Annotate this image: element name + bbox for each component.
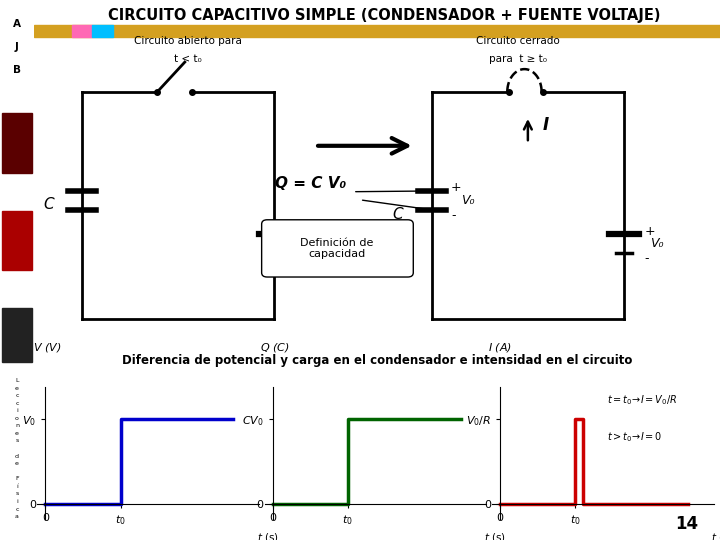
Text: c: c [15,401,19,406]
Text: $Q$ (C): $Q$ (C) [261,341,290,354]
Text: c: c [15,393,19,398]
Text: Definición de
capacidad: Definición de capacidad [300,238,374,259]
Text: -: - [451,210,456,222]
Text: V₀: V₀ [461,194,474,207]
Text: +: + [451,181,462,194]
Text: A: A [13,19,21,29]
Text: Q = C V₀: Q = C V₀ [275,176,346,191]
Text: V₀: V₀ [300,237,314,250]
Text: $I$ (A): $I$ (A) [487,341,511,354]
Text: V₀: V₀ [650,237,664,250]
Text: L: L [15,378,19,383]
Text: B: B [13,65,21,75]
Text: Circuito cerrado: Circuito cerrado [477,36,560,46]
Text: -: - [294,252,299,265]
Text: e: e [15,386,19,390]
Text: n: n [15,423,19,428]
Bar [92,25,113,37]
Text: J: J [15,42,19,52]
Text: o: o [15,416,19,421]
Text: I: I [543,116,549,134]
Text: Circuito abierto para: Circuito abierto para [134,36,241,46]
Bar [1,211,32,270]
FancyBboxPatch shape [261,220,413,277]
Text: $V$ (V): $V$ (V) [33,341,61,354]
Text: e: e [15,461,19,466]
Text: $t>t_0\!\rightarrow\!I=0$: $t>t_0\!\rightarrow\!I=0$ [607,430,662,444]
Text: $t$ (s): $t$ (s) [257,531,279,540]
Text: 14: 14 [675,515,698,533]
Text: d: d [15,454,19,458]
Text: c: c [15,507,19,511]
Text: t < t₀: t < t₀ [174,53,202,64]
Text: +: + [644,225,655,238]
Text: i: i [16,408,18,413]
Text: a: a [15,514,19,519]
Text: F: F [15,476,19,481]
Bar [34,25,720,37]
Text: $t=t_0\!\rightarrow\!I=V_0/R$: $t=t_0\!\rightarrow\!I=V_0/R$ [607,393,678,407]
Text: C: C [44,198,54,212]
Text: s: s [15,491,19,496]
Text: Diferencia de potencial y carga en el condensador e intensidad en el circuito: Diferencia de potencial y carga en el co… [122,354,632,367]
Bar [71,25,92,37]
Text: +: + [294,225,305,238]
Text: CIRCUITO CAPACITIVO SIMPLE (CONDENSADOR + FUENTE VOLTAJE): CIRCUITO CAPACITIVO SIMPLE (CONDENSADOR … [107,8,660,23]
Bar [1,308,32,362]
Text: para  t ≥ t₀: para t ≥ t₀ [490,53,547,64]
Text: C: C [392,207,402,221]
Text: $t$ (s): $t$ (s) [484,531,506,540]
Text: e: e [15,431,19,436]
Text: í: í [16,484,18,489]
Text: i: i [16,499,18,504]
Text: -: - [644,252,649,265]
Bar [1,113,32,173]
Text: $t$ (s): $t$ (s) [711,531,720,540]
Text: s: s [15,438,19,443]
